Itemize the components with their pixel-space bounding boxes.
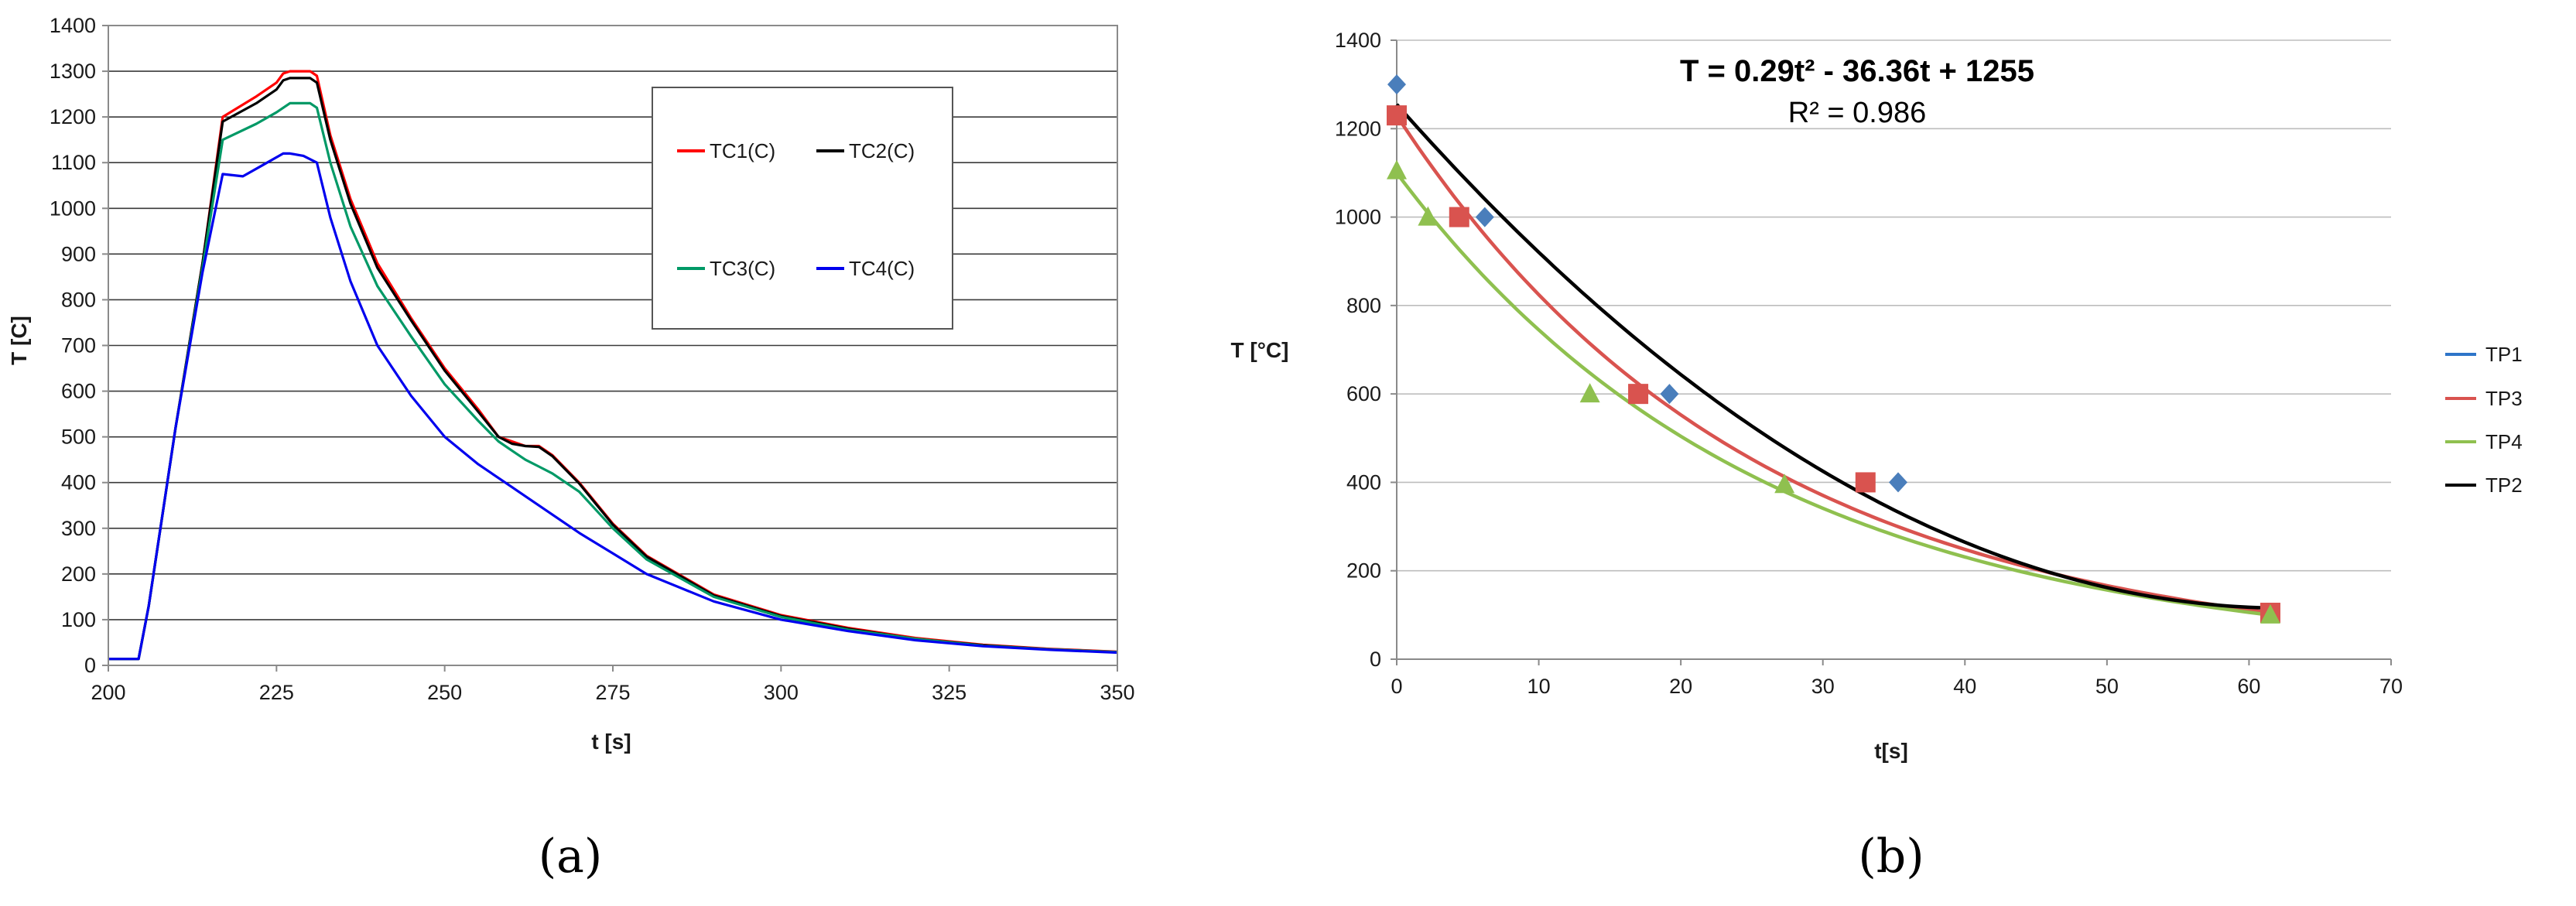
chart-b-axes xyxy=(1391,39,2392,665)
chart-a-y-tick-label: 1000 xyxy=(50,197,96,220)
chart-a-y-tick-label: 100 xyxy=(61,608,96,631)
chart-b-point-tp1 xyxy=(1475,207,1494,227)
chart-a-y-axis-label: T [C] xyxy=(7,316,31,365)
chart-a-y-tick-label: 200 xyxy=(61,562,96,586)
chart-b-r-squared: R² = 0.986 xyxy=(1788,97,1927,129)
chart-b-point-tp4 xyxy=(1579,383,1600,403)
chart-b-point-tp1 xyxy=(1387,74,1406,95)
chart-b-point-tp4 xyxy=(1418,206,1439,226)
chart-b-gridlines xyxy=(1397,39,2391,572)
chart-b-y-tick-label: 1400 xyxy=(1335,29,1381,52)
chart-a-plot-frame xyxy=(108,25,1118,666)
chart-a-legend: TC1(C) TC2(C) TC3(C) TC4(C) xyxy=(652,87,953,330)
chart-a-x-tick-label: 300 xyxy=(764,681,799,704)
chart-a-series-tc1-c xyxy=(108,70,1118,661)
chart-b-x-tick-label: 0 xyxy=(1391,675,1402,698)
chart-b: 0 200 400 600 800 1000 1200 1400 0 10 20 30 40 50 60 70… xyxy=(1231,29,2523,884)
chart-a-x-tick-label: 250 xyxy=(427,681,462,704)
chart-a-y-tick-label: 0 xyxy=(84,654,96,677)
chart-a-legend-label-tc1-c: TC1(C) xyxy=(710,139,775,162)
chart-b-trendline-tp4 xyxy=(1395,172,2271,617)
chart-a-x-tick-label: 200 xyxy=(91,681,125,704)
chart-b-point-tp1 xyxy=(1660,384,1679,405)
chart-a-legend-label-tc4-c: TC4(C) xyxy=(849,257,915,280)
chart-b-legend-label-tp2: TP2 xyxy=(2485,474,2523,497)
chart-b-x-tick-label: 20 xyxy=(1669,675,1692,698)
chart-a-y-tick-label: 1400 xyxy=(50,14,96,37)
chart-b-legend-label-tp1: TP1 xyxy=(2485,343,2523,366)
chart-b-y-tick-label: 200 xyxy=(1346,559,1381,583)
chart-b-trend-equation: T = 0.29t² - 36.36t + 1255 xyxy=(1680,54,2034,88)
chart-b-trendline-tp2 xyxy=(1395,103,2271,610)
chart-b-point-tp3 xyxy=(1855,472,1876,493)
chart-b-y-axis-label: T [°C] xyxy=(1231,338,1289,362)
chart-b-x-tick-label: 30 xyxy=(1811,675,1835,698)
chart-b-y-tick-label: 400 xyxy=(1346,470,1381,494)
chart-a-y-tick-label: 500 xyxy=(61,426,96,449)
chart-b-point-tp1 xyxy=(1889,472,1908,493)
chart-b-point-tp3 xyxy=(1449,207,1469,227)
chart-a-y-tick-label: 1300 xyxy=(50,60,96,83)
chart-b-tick-labels: 0 200 400 600 800 1000 1200 1400 0 10 20 30 40 50 60 70 xyxy=(1335,29,2403,698)
chart-b-y-tick-label: 1000 xyxy=(1335,206,1381,229)
chart-a-axes xyxy=(102,25,1118,672)
chart-b-y-tick-label: 0 xyxy=(1370,648,1381,671)
chart-b-trendline-tp3 xyxy=(1395,114,2271,615)
chart-b-legend-label-tp4: TP4 xyxy=(2485,430,2523,453)
chart-b-point-tp3 xyxy=(1628,384,1649,405)
chart-a-series xyxy=(108,70,1118,661)
chart-a: 0 100 200 300 400 500 600 700 800 900 1000 1100 1200… xyxy=(7,14,1135,884)
chart-b-legend-label-tp3: TP3 xyxy=(2485,387,2523,410)
chart-a-legend-box xyxy=(652,87,953,330)
chart-a-y-tick-label: 1200 xyxy=(50,105,96,128)
chart-b-point-tp4 xyxy=(2260,603,2280,624)
chart-a-y-tick-label: 800 xyxy=(61,288,96,311)
chart-a-x-tick-label: 225 xyxy=(259,681,294,704)
chart-a-series-tc3-c xyxy=(108,101,1118,661)
chart-b-y-tick-label: 1200 xyxy=(1335,117,1381,140)
chart-b-point-tp4 xyxy=(1774,474,1795,494)
chart-a-y-tick-label: 600 xyxy=(61,380,96,403)
chart-a-caption: (a) xyxy=(539,829,603,884)
chart-a-y-tick-label: 700 xyxy=(61,334,96,357)
chart-a-x-axis-label: t [s] xyxy=(591,730,631,754)
chart-b-x-tick-label: 70 xyxy=(2379,675,2403,698)
chart-a-y-tick-label: 300 xyxy=(61,517,96,540)
chart-a-tick-labels: 0 100 200 300 400 500 600 700 800 900 1000 1100 1200… xyxy=(50,14,1135,704)
chart-b-y-tick-label: 600 xyxy=(1346,382,1381,405)
chart-a-legend-label-tc3-c: TC3(C) xyxy=(710,257,775,280)
chart-a-legend-label-tc2-c: TC2(C) xyxy=(849,139,915,162)
chart-b-x-tick-label: 40 xyxy=(1953,675,1976,698)
chart-b-x-tick-label: 10 xyxy=(1527,675,1551,698)
chart-a-gridlines xyxy=(108,25,1117,621)
chart-b-x-tick-label: 50 xyxy=(2095,675,2119,698)
chart-b-point-tp3 xyxy=(1387,105,1407,126)
chart-b-x-tick-label: 60 xyxy=(2237,675,2260,698)
chart-b-x-axis-label: t[s] xyxy=(1874,739,1908,763)
chart-a-series-tc2-c xyxy=(108,77,1118,661)
chart-a-series-tc4-c xyxy=(108,152,1118,661)
chart-b-series xyxy=(1387,74,2280,624)
chart-b-legend: TP1 TP3 TP4 TP2 xyxy=(2445,343,2523,497)
chart-a-y-tick-label: 400 xyxy=(61,471,96,494)
chart-b-y-tick-label: 800 xyxy=(1346,294,1381,317)
chart-a-y-tick-label: 1100 xyxy=(51,151,96,174)
chart-b-caption: (b) xyxy=(1858,829,1924,884)
chart-a-y-tick-label: 900 xyxy=(61,242,96,265)
chart-a-x-tick-label: 325 xyxy=(932,681,966,704)
chart-a-x-tick-label: 275 xyxy=(595,681,630,704)
chart-a-x-tick-label: 350 xyxy=(1100,681,1134,704)
chart-b-point-tp4 xyxy=(1387,159,1407,179)
